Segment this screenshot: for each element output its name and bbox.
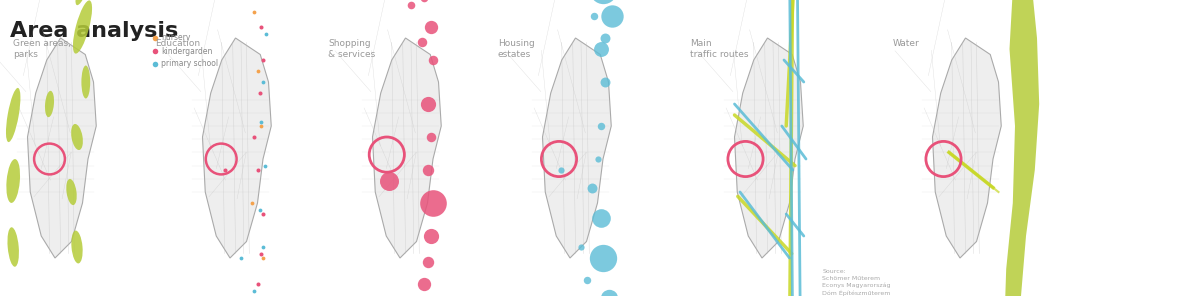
Point <box>253 212 272 216</box>
Point <box>421 135 440 139</box>
Ellipse shape <box>6 159 20 203</box>
Text: Green areas,
parks: Green areas, parks <box>13 39 71 59</box>
Point <box>421 25 440 29</box>
Point <box>215 168 234 172</box>
Point <box>599 295 618 296</box>
Polygon shape <box>542 38 611 258</box>
Point <box>242 201 262 205</box>
Point <box>253 58 272 62</box>
Point <box>592 216 611 221</box>
Point <box>582 185 601 190</box>
Point <box>592 47 611 52</box>
Ellipse shape <box>82 65 90 99</box>
Point <box>401 3 421 7</box>
Point <box>415 0 434 1</box>
Point <box>418 168 437 172</box>
Point <box>584 14 604 18</box>
Text: Area analysis: Area analysis <box>10 21 179 41</box>
Point <box>571 244 590 249</box>
Text: Shopping
& services: Shopping & services <box>328 39 376 59</box>
Point <box>145 62 164 66</box>
Point <box>424 58 443 62</box>
Point <box>257 31 276 36</box>
Point <box>248 69 268 73</box>
Point <box>248 282 268 287</box>
Polygon shape <box>203 38 271 258</box>
Point <box>232 256 251 260</box>
Point <box>424 201 443 205</box>
Polygon shape <box>734 38 803 258</box>
Point <box>248 168 268 172</box>
Point <box>251 251 270 256</box>
Text: nursery: nursery <box>161 33 191 43</box>
Point <box>588 157 607 161</box>
Ellipse shape <box>71 124 83 150</box>
Point <box>253 244 272 249</box>
Text: Education: Education <box>155 39 200 48</box>
Point <box>418 102 437 106</box>
Polygon shape <box>28 38 96 258</box>
Text: primary school: primary school <box>161 59 218 68</box>
Ellipse shape <box>73 0 92 54</box>
Text: Source:
Schömer Műterem
Econys Magyarország
Dóm Építészműterem
obuda.hu: Source: Schömer Műterem Econys Magyarors… <box>822 269 890 296</box>
Point <box>577 278 596 282</box>
Polygon shape <box>1004 0 1039 296</box>
Point <box>251 25 270 29</box>
Point <box>251 119 270 124</box>
Point <box>421 234 440 238</box>
Text: Main
traffic routes: Main traffic routes <box>690 39 749 59</box>
Point <box>253 80 272 84</box>
Point <box>245 9 264 14</box>
Point <box>418 260 437 265</box>
Point <box>415 282 434 287</box>
Text: Housing
estates: Housing estates <box>498 39 535 59</box>
Point <box>602 14 622 18</box>
Ellipse shape <box>44 91 54 117</box>
Point <box>256 163 275 168</box>
Ellipse shape <box>71 231 83 263</box>
Point <box>379 178 398 183</box>
Point <box>250 91 269 95</box>
Text: Water: Water <box>893 39 919 48</box>
Point <box>145 49 164 53</box>
Point <box>145 36 164 40</box>
Point <box>552 168 571 172</box>
Text: kindergarden: kindergarden <box>161 46 212 56</box>
Ellipse shape <box>7 227 19 267</box>
Point <box>595 36 614 40</box>
Point <box>251 124 270 128</box>
Point <box>245 135 264 139</box>
Point <box>592 124 611 128</box>
Point <box>595 80 614 84</box>
Point <box>253 256 272 260</box>
Point <box>245 289 264 293</box>
Ellipse shape <box>66 179 77 205</box>
Point <box>594 256 613 260</box>
Ellipse shape <box>76 0 90 5</box>
Point <box>250 207 269 212</box>
Polygon shape <box>932 38 1001 258</box>
Point <box>413 40 432 45</box>
Polygon shape <box>372 38 442 258</box>
Ellipse shape <box>6 88 20 142</box>
